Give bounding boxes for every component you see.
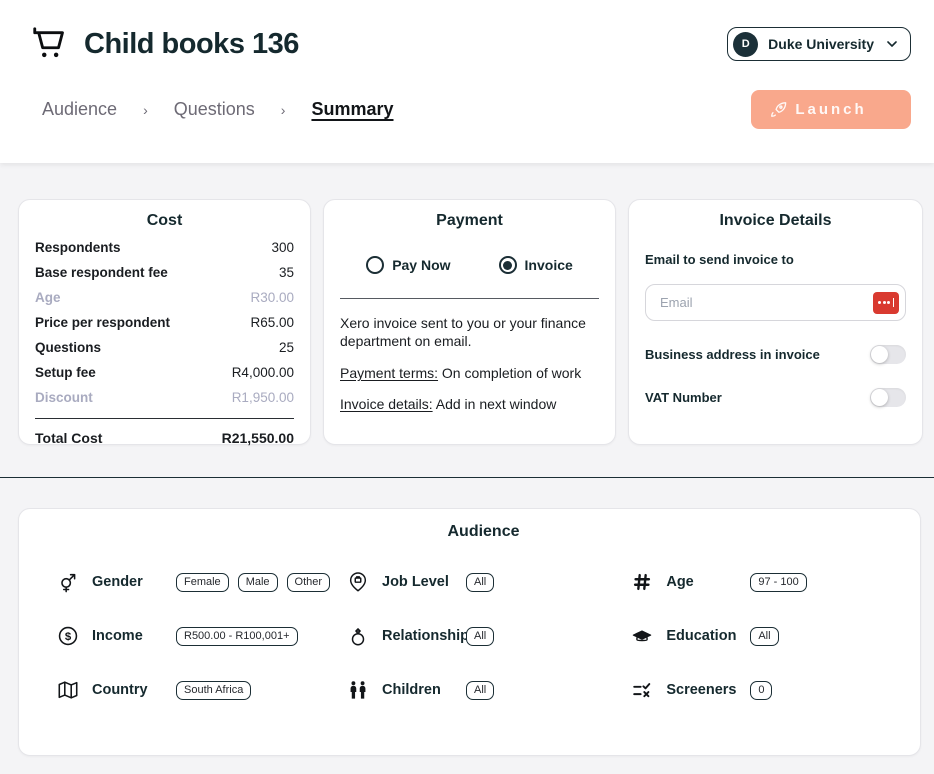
payment-divider [340, 298, 599, 299]
income-icon: $ [57, 625, 79, 647]
account-name: Duke University [768, 36, 874, 52]
rocket-icon [769, 100, 788, 119]
relationship-ring-icon [347, 625, 369, 647]
audience-column-2: Job Level All Relationship [347, 555, 631, 717]
breadcrumb-separator-icon: › [143, 101, 148, 118]
launch-button[interactable]: Launch [751, 90, 911, 129]
vat-number-row: VAT Number [645, 388, 906, 407]
radio-checked-icon [498, 256, 517, 274]
summary-main: Cost Respondents 300 Base respondent fee… [0, 163, 934, 756]
svg-text:$: $ [65, 631, 72, 643]
gender-chip-female[interactable]: Female [176, 572, 229, 592]
cost-row-discount: Discount R1,950.00 [35, 390, 294, 405]
section-divider [0, 477, 934, 478]
cost-row-price-per-respondent: Price per respondent R65.00 [35, 315, 294, 330]
autofill-extension-icon[interactable] [873, 291, 899, 314]
cost-row-base-fee: Base respondent fee 35 [35, 265, 294, 280]
payment-card-title: Payment [436, 212, 503, 229]
gender-icon [57, 571, 79, 593]
vat-number-toggle[interactable] [870, 388, 906, 407]
education-chip[interactable]: All [750, 626, 779, 646]
page-title: Child books 136 [84, 27, 299, 60]
audience-row-income: $ Income R500.00 - R100,001+ [57, 609, 347, 663]
avatar: D [733, 31, 759, 57]
audience-row-country: Country South Africa [57, 663, 347, 717]
cost-card: Cost Respondents 300 Base respondent fee… [18, 199, 311, 446]
cost-row-respondents: Respondents 300 [35, 240, 294, 255]
audience-row-children: Children All [347, 663, 631, 717]
education-cap-icon [631, 625, 653, 647]
invoice-radio[interactable]: Invoice [498, 256, 573, 274]
radio-unchecked-icon [366, 256, 385, 274]
shopping-cart-icon [30, 24, 68, 64]
payment-terms: Payment terms: On completion of work [340, 365, 582, 381]
invoice-details-title: Invoice Details [719, 212, 832, 229]
cost-total-row: Total Cost R21,550.00 [35, 430, 294, 446]
audience-row-gender: Gender Female Male Other [57, 555, 347, 609]
email-label: Email to send invoice to [645, 252, 794, 267]
breadcrumb-audience[interactable]: Audience [42, 99, 118, 119]
audience-row-screeners: Screeners 0 [631, 663, 910, 717]
launch-label: Launch [795, 101, 867, 118]
payment-description: Xero invoice sent to you or your finance… [340, 315, 586, 349]
cost-row-age: Age R30.00 [35, 290, 294, 305]
audience-row-age: Age 97 - 100 [631, 555, 910, 609]
breadcrumb-questions[interactable]: Questions [173, 99, 255, 119]
audience-row-job-level: Job Level All [347, 555, 631, 609]
children-icon [347, 679, 369, 701]
breadcrumb-separator-icon: › [280, 101, 286, 118]
pay-now-radio[interactable]: Pay Now [366, 256, 451, 274]
email-field[interactable] [645, 284, 906, 321]
chevron-down-icon [884, 36, 900, 52]
cost-card-title: Cost [146, 212, 183, 229]
header: Child books 136 D Duke University Audien… [0, 0, 934, 163]
breadcrumb-summary[interactable]: Summary [311, 99, 394, 119]
audience-row-relationship: Relationship All [347, 609, 631, 663]
cost-divider [35, 418, 294, 419]
audience-column-1: Gender Female Male Other $ Income [57, 555, 347, 717]
screeners-checklist-icon [631, 679, 653, 701]
job-level-icon [347, 571, 369, 593]
age-chip[interactable]: 97 - 100 [750, 572, 807, 592]
country-chip[interactable]: South Africa [176, 680, 252, 700]
gender-chip-male[interactable]: Male [237, 572, 278, 592]
children-chip[interactable]: All [466, 680, 495, 700]
age-icon [631, 571, 653, 593]
job-level-chip[interactable]: All [466, 572, 495, 592]
invoice-details-card: Invoice Details Email to send invoice to… [628, 199, 923, 445]
business-address-toggle[interactable] [870, 345, 906, 364]
relationship-chip[interactable]: All [466, 626, 495, 646]
gender-chip-other[interactable]: Other [286, 572, 331, 592]
account-selector[interactable]: D Duke University [727, 27, 911, 61]
country-map-icon [57, 679, 79, 701]
invoice-details-note: Invoice details: Add in next window [340, 396, 557, 412]
audience-column-3: Age 97 - 100 Education All [631, 555, 910, 717]
audience-card: Audience Gender [18, 508, 921, 756]
cost-row-questions: Questions 25 [35, 340, 294, 355]
breadcrumb: Audience › Questions › Summary [42, 99, 394, 120]
business-address-row: Business address in invoice [645, 345, 906, 364]
audience-row-education: Education All [631, 609, 910, 663]
income-chip[interactable]: R500.00 - R100,001+ [176, 626, 298, 646]
screeners-chip[interactable]: 0 [750, 680, 773, 700]
cost-row-setup-fee: Setup fee R4,000.00 [35, 365, 294, 380]
payment-card: Payment Pay Now Invoice Xero invoice sen… [323, 199, 616, 445]
audience-title: Audience [447, 523, 520, 540]
